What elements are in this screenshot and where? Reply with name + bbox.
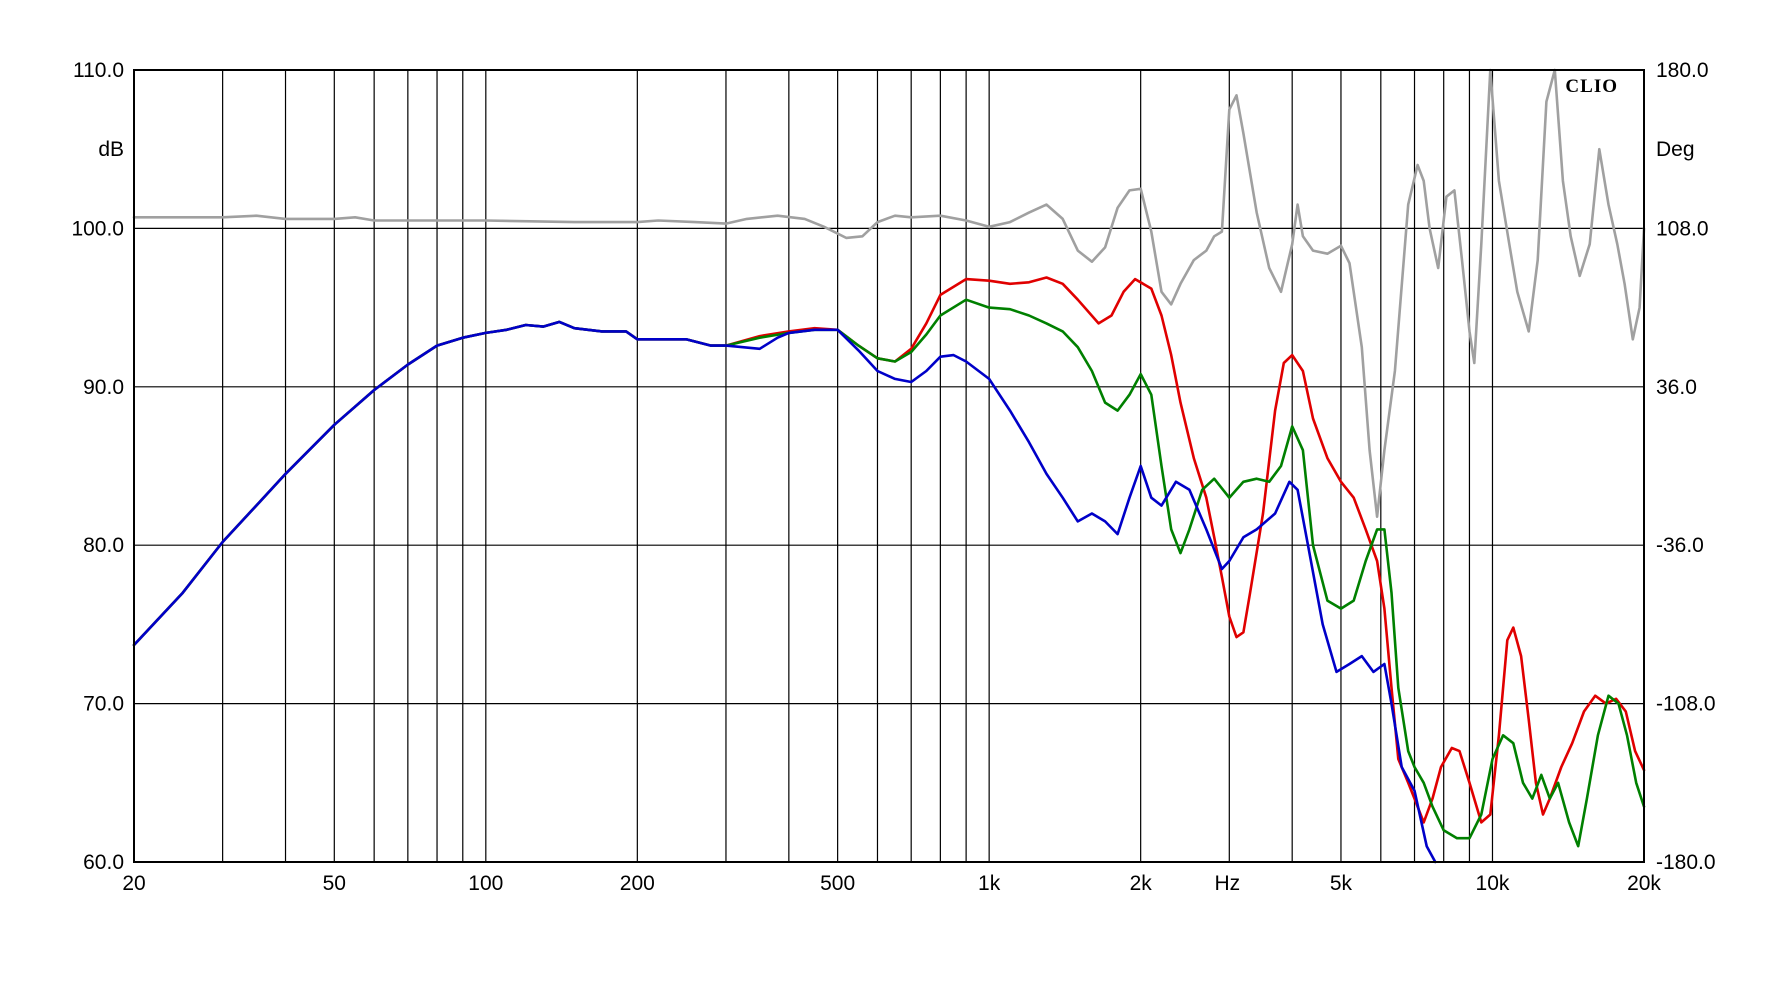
x-tick-label: 500 bbox=[820, 872, 855, 895]
y-right-tick-label: 108.0 bbox=[1656, 217, 1709, 240]
y-right-tick-label: 36.0 bbox=[1656, 376, 1697, 399]
x-tick-label: 100 bbox=[468, 872, 503, 895]
y-right-tick-label: -108.0 bbox=[1656, 693, 1716, 716]
y-left-tick-label: 100.0 bbox=[71, 217, 124, 240]
x-tick-label: 20 bbox=[122, 872, 145, 895]
x-tick-label: 1k bbox=[978, 872, 1001, 895]
y-left-tick-label: 70.0 bbox=[83, 693, 124, 716]
x-axis-unit: Hz bbox=[1214, 872, 1240, 895]
curves bbox=[132, 68, 1646, 864]
brand-label: CLIO bbox=[1565, 76, 1618, 97]
y-right-tick-label: -36.0 bbox=[1656, 534, 1704, 557]
y-right-tick-label: -180.0 bbox=[1656, 851, 1716, 874]
y-left-tick-label: 110.0 bbox=[73, 59, 124, 82]
series-line-0 bbox=[132, 68, 1646, 518]
x-tick-label: 200 bbox=[620, 872, 655, 895]
x-tick-label: 20k bbox=[1627, 872, 1661, 895]
y-axis-unit-left: dB bbox=[98, 138, 124, 161]
plot-frame bbox=[133, 69, 1645, 863]
y-left-tick-label: 80.0 bbox=[83, 534, 124, 557]
x-tick-label: 50 bbox=[323, 872, 346, 895]
y-right-tick-label: 180.0 bbox=[1656, 59, 1709, 82]
grid bbox=[134, 69, 1644, 863]
tick-labels: 60.0 70.0 80.0 90.0 100.0 110.0 -180.0 -108.0 -3… bbox=[71, 59, 1715, 895]
y-left-tick-label: 90.0 bbox=[83, 376, 124, 399]
x-tick-label: 5k bbox=[1330, 872, 1353, 895]
y-left-tick-label: 60.0 bbox=[83, 851, 124, 874]
x-tick-label: 10k bbox=[1476, 872, 1510, 895]
y-axis-unit-right: Deg bbox=[1656, 138, 1695, 161]
series-line-3 bbox=[132, 320, 1437, 864]
series-line-2 bbox=[132, 298, 1646, 848]
x-tick-label: 2k bbox=[1130, 872, 1153, 895]
